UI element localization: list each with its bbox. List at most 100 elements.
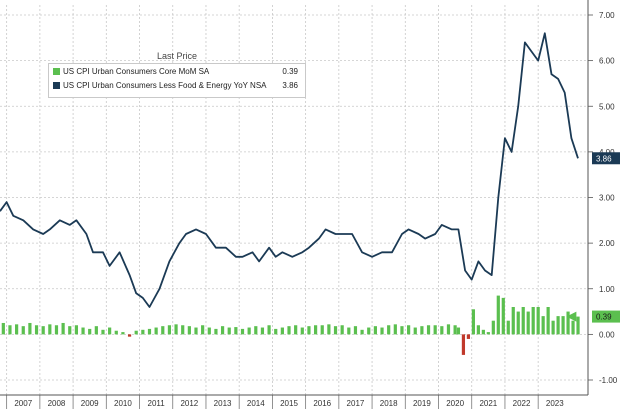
mom-bar (506, 320, 510, 335)
legend-entry-yoy: US CPI Urban Consumers Less Food & Energ… (53, 81, 301, 92)
x-tick-label: 2008 (48, 399, 66, 408)
mom-bar (214, 328, 218, 335)
mom-bar (68, 326, 72, 335)
mom-bar (300, 327, 304, 335)
legend-swatch-mom (53, 68, 60, 75)
mom-bar (453, 325, 457, 335)
x-tick-label: 2021 (479, 399, 497, 408)
mom-bar (333, 326, 338, 335)
legend-swatch-yoy (53, 82, 60, 89)
mom-bar (154, 327, 158, 335)
mom-bar (280, 327, 284, 335)
mom-bar (327, 324, 331, 335)
mom-bar (54, 325, 59, 335)
mom-bar (393, 324, 397, 335)
mom-bar (101, 329, 105, 335)
mom-bar (486, 332, 490, 335)
mom-bar (531, 307, 535, 335)
mom-bar (274, 328, 278, 335)
mom-bar (240, 328, 245, 335)
mom-bar (501, 297, 505, 335)
mom-bar (108, 327, 112, 335)
mom-bar (481, 329, 485, 335)
mom-bar (187, 326, 191, 335)
mom-bar (347, 327, 351, 335)
mom-bar (94, 326, 98, 335)
x-tick-label: 2017 (347, 399, 365, 408)
legend-title: Last Price (156, 51, 198, 61)
mom-bar (561, 316, 565, 335)
mom-bar (546, 307, 550, 335)
mom-bar (456, 327, 461, 335)
mom-bar (541, 316, 545, 335)
mom-bar (307, 326, 311, 335)
mom-bar (15, 324, 19, 335)
x-tick-label: 2010 (114, 399, 132, 408)
x-tick-label: 2016 (313, 399, 331, 408)
mom-bar (28, 322, 32, 335)
mom-bar (88, 328, 92, 335)
y-tick-label: 5.00 (599, 102, 615, 111)
mom-bar (161, 326, 165, 335)
mom-last-label: 0.39 (596, 313, 612, 322)
mom-bar (511, 307, 515, 335)
mom-bar (496, 295, 500, 335)
mom-bar (260, 327, 265, 335)
mom-bar (516, 311, 520, 335)
mom-bar (21, 326, 25, 335)
legend-label-yoy: US CPI Urban Consumers Less Food & Energ… (63, 81, 267, 90)
x-tick-label: 2011 (148, 399, 166, 408)
legend-last-mom: 0.39 (282, 67, 298, 76)
x-tick-label: 2013 (214, 399, 232, 408)
mom-bar (141, 329, 145, 335)
mom-bar (74, 325, 79, 335)
y-tick-label: 7.00 (599, 11, 615, 20)
mom-bar (81, 327, 85, 335)
mom-bar (147, 328, 152, 335)
mom-bar (287, 326, 291, 335)
mom-bar (234, 327, 238, 335)
mom-bar (8, 325, 12, 335)
mom-bar (134, 330, 138, 335)
mom-bar (61, 322, 65, 335)
y-tick-label: 1.00 (599, 285, 615, 294)
mom-bar (400, 326, 404, 335)
mom-bar (420, 326, 424, 335)
x-tick-label: 2018 (380, 399, 398, 408)
y-tick-label: 6.00 (599, 57, 615, 66)
mom-bar (576, 316, 580, 335)
mom-bar (254, 326, 258, 335)
mom-bar (413, 327, 417, 335)
mom-bar (373, 326, 377, 335)
mom-bar (380, 327, 384, 335)
mom-bar (433, 325, 437, 335)
yoy-line (0, 32, 579, 308)
mom-bar (353, 326, 358, 335)
mom-bar (461, 334, 466, 355)
mom-bar (167, 325, 172, 335)
mom-bar (566, 311, 570, 335)
mom-bar (426, 325, 431, 335)
x-tick-label: 2007 (14, 399, 32, 408)
y-tick-label: 3.00 (599, 194, 615, 203)
legend-entry-mom: US CPI Urban Consumers Core MoM SA 0.39 (53, 67, 301, 78)
mom-bar (440, 326, 444, 335)
mom-last-label-bg (592, 310, 620, 323)
mom-bar (387, 325, 391, 335)
mom-bar (194, 327, 198, 335)
mom-bar (571, 320, 575, 335)
mom-bar (471, 309, 475, 335)
mom-bar (536, 307, 540, 335)
mom-bar (227, 327, 231, 335)
x-tick-label: 2020 (446, 399, 464, 408)
legend-last-yoy: 3.86 (282, 81, 298, 90)
mom-bar (367, 327, 371, 335)
mom-bar (34, 325, 39, 335)
mom-last-marker (566, 311, 577, 322)
mom-bar (466, 334, 471, 339)
legend-label-mom: US CPI Urban Consumers Core MoM SA (63, 67, 210, 76)
mom-bar (556, 316, 560, 335)
yoy-last-label-bg (592, 152, 620, 165)
mom-bar (407, 325, 411, 335)
